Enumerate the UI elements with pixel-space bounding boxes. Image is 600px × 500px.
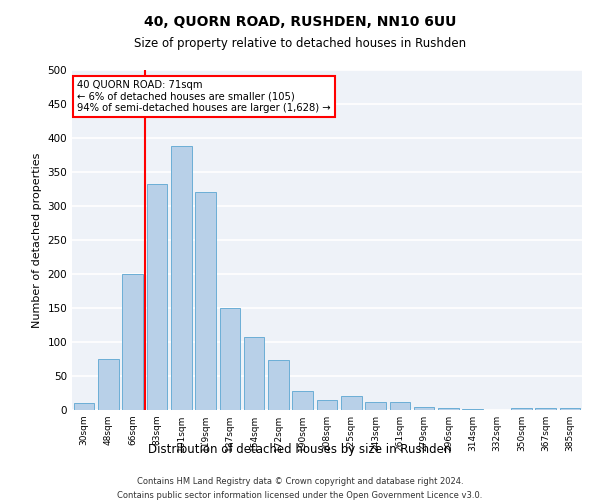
Bar [389, 402, 410, 410]
Bar [244, 336, 265, 410]
Bar [317, 400, 337, 410]
Y-axis label: Number of detached properties: Number of detached properties [32, 152, 42, 328]
Text: 40, QUORN ROAD, RUSHDEN, NN10 6UU: 40, QUORN ROAD, RUSHDEN, NN10 6UU [144, 15, 456, 29]
Text: Contains public sector information licensed under the Open Government Licence v3: Contains public sector information licen… [118, 491, 482, 500]
Text: Contains HM Land Registry data © Crown copyright and database right 2024.: Contains HM Land Registry data © Crown c… [137, 478, 463, 486]
Text: Distribution of detached houses by size in Rushden: Distribution of detached houses by size … [148, 442, 452, 456]
Bar [341, 396, 362, 410]
Bar [98, 359, 119, 410]
Bar [146, 184, 167, 410]
Bar [292, 391, 313, 410]
Bar [414, 406, 434, 410]
Text: 40 QUORN ROAD: 71sqm
← 6% of detached houses are smaller (105)
94% of semi-detac: 40 QUORN ROAD: 71sqm ← 6% of detached ho… [77, 80, 331, 114]
Bar [74, 403, 94, 410]
Bar [220, 308, 240, 410]
Bar [268, 360, 289, 410]
Bar [365, 402, 386, 410]
Bar [122, 274, 143, 410]
Bar [438, 408, 459, 410]
Bar [535, 408, 556, 410]
Bar [560, 408, 580, 410]
Bar [511, 408, 532, 410]
Bar [195, 192, 216, 410]
Bar [171, 146, 191, 410]
Text: Size of property relative to detached houses in Rushden: Size of property relative to detached ho… [134, 38, 466, 51]
